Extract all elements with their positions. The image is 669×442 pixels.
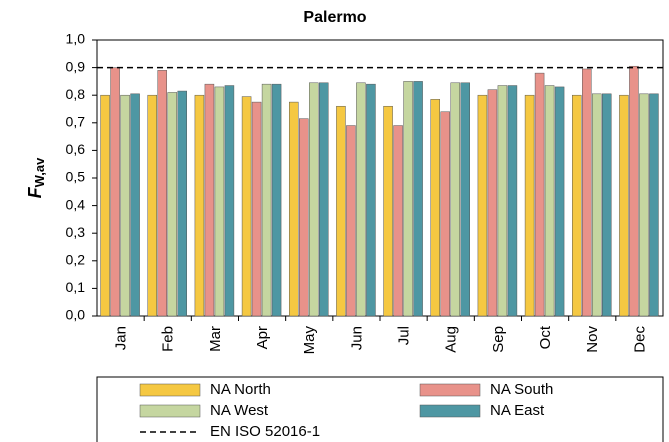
y-tick-label: 0,2 bbox=[66, 252, 86, 268]
bar bbox=[619, 94, 629, 317]
legend-label: NA North bbox=[210, 381, 271, 398]
bar bbox=[524, 94, 535, 317]
legend-label: NA South bbox=[490, 381, 553, 398]
bar bbox=[157, 70, 167, 317]
bar bbox=[487, 89, 498, 317]
y-tick-label: 0,6 bbox=[66, 141, 86, 157]
bar bbox=[110, 67, 120, 317]
bar bbox=[534, 72, 545, 317]
legend-label: EN ISO 52016-1 bbox=[210, 423, 320, 440]
y-tick-label: 0,0 bbox=[66, 307, 86, 323]
bar bbox=[592, 93, 602, 317]
bar bbox=[177, 90, 187, 317]
x-tick-label: Feb bbox=[160, 326, 177, 352]
y-tick-label: 1,0 bbox=[66, 31, 86, 47]
bar bbox=[224, 85, 235, 317]
y-axis-label: FW,av bbox=[25, 157, 48, 198]
bar bbox=[241, 96, 252, 317]
bar bbox=[214, 86, 225, 317]
x-tick-label: Apr bbox=[254, 326, 271, 349]
x-tick-label: Dec bbox=[631, 326, 648, 353]
x-tick-label: Aug bbox=[443, 326, 460, 353]
y-label-sub: W,av bbox=[32, 157, 47, 187]
bar bbox=[130, 93, 140, 317]
y-tick-label: 0,3 bbox=[66, 224, 86, 240]
bar bbox=[497, 85, 508, 317]
bar bbox=[430, 99, 440, 317]
bar bbox=[602, 93, 612, 317]
legend-swatch bbox=[419, 404, 481, 418]
y-tick-label: 0,8 bbox=[66, 86, 86, 102]
bar bbox=[507, 85, 518, 317]
bar bbox=[629, 65, 639, 317]
y-tick-label: 0,9 bbox=[66, 58, 86, 74]
x-tick-label: Jan bbox=[113, 326, 130, 350]
bar bbox=[440, 111, 450, 317]
x-tick-label: Mar bbox=[207, 326, 224, 352]
x-tick-label: Nov bbox=[584, 326, 601, 353]
bar bbox=[450, 82, 460, 317]
bar bbox=[366, 83, 376, 317]
bar bbox=[460, 82, 470, 317]
bar bbox=[554, 86, 565, 317]
bar bbox=[582, 68, 592, 317]
bar bbox=[120, 94, 130, 317]
legend-label: NA West bbox=[210, 402, 269, 419]
bar bbox=[194, 94, 205, 317]
bar bbox=[346, 125, 356, 317]
bar bbox=[639, 93, 649, 317]
legend-swatch bbox=[139, 404, 201, 418]
bar bbox=[413, 81, 423, 317]
y-label-main: F bbox=[25, 186, 45, 198]
bar bbox=[167, 92, 177, 317]
x-tick-label: Jul bbox=[396, 326, 413, 345]
bar bbox=[403, 81, 413, 317]
legend-box bbox=[96, 376, 664, 442]
legend-label: NA East bbox=[490, 402, 545, 419]
bar bbox=[393, 125, 403, 317]
bar bbox=[309, 82, 319, 317]
bar bbox=[544, 85, 555, 317]
chart-title: Palermo bbox=[303, 9, 366, 26]
y-tick-label: 0,4 bbox=[66, 196, 86, 212]
bar bbox=[289, 101, 299, 317]
bar bbox=[251, 101, 262, 317]
y-tick-label: 0,1 bbox=[66, 279, 86, 295]
legend-swatch bbox=[419, 383, 481, 397]
bar bbox=[147, 94, 157, 317]
bar bbox=[572, 94, 582, 317]
bar bbox=[261, 83, 272, 317]
legend-swatch bbox=[139, 383, 201, 397]
bar bbox=[336, 105, 346, 317]
bar bbox=[100, 94, 110, 317]
y-tick-label: 0,5 bbox=[66, 169, 86, 185]
y-tick-label: 0,7 bbox=[66, 114, 86, 130]
bar bbox=[204, 83, 215, 317]
bar bbox=[319, 82, 329, 317]
x-tick-label: Oct bbox=[537, 325, 554, 349]
bar bbox=[356, 82, 366, 317]
x-tick-label: May bbox=[301, 326, 318, 355]
bar bbox=[299, 118, 309, 317]
bar bbox=[383, 105, 393, 317]
bar bbox=[477, 94, 488, 317]
bar bbox=[649, 93, 659, 317]
x-tick-label: Jun bbox=[348, 326, 365, 350]
bar bbox=[271, 83, 282, 317]
x-tick-label: Sep bbox=[490, 326, 507, 353]
